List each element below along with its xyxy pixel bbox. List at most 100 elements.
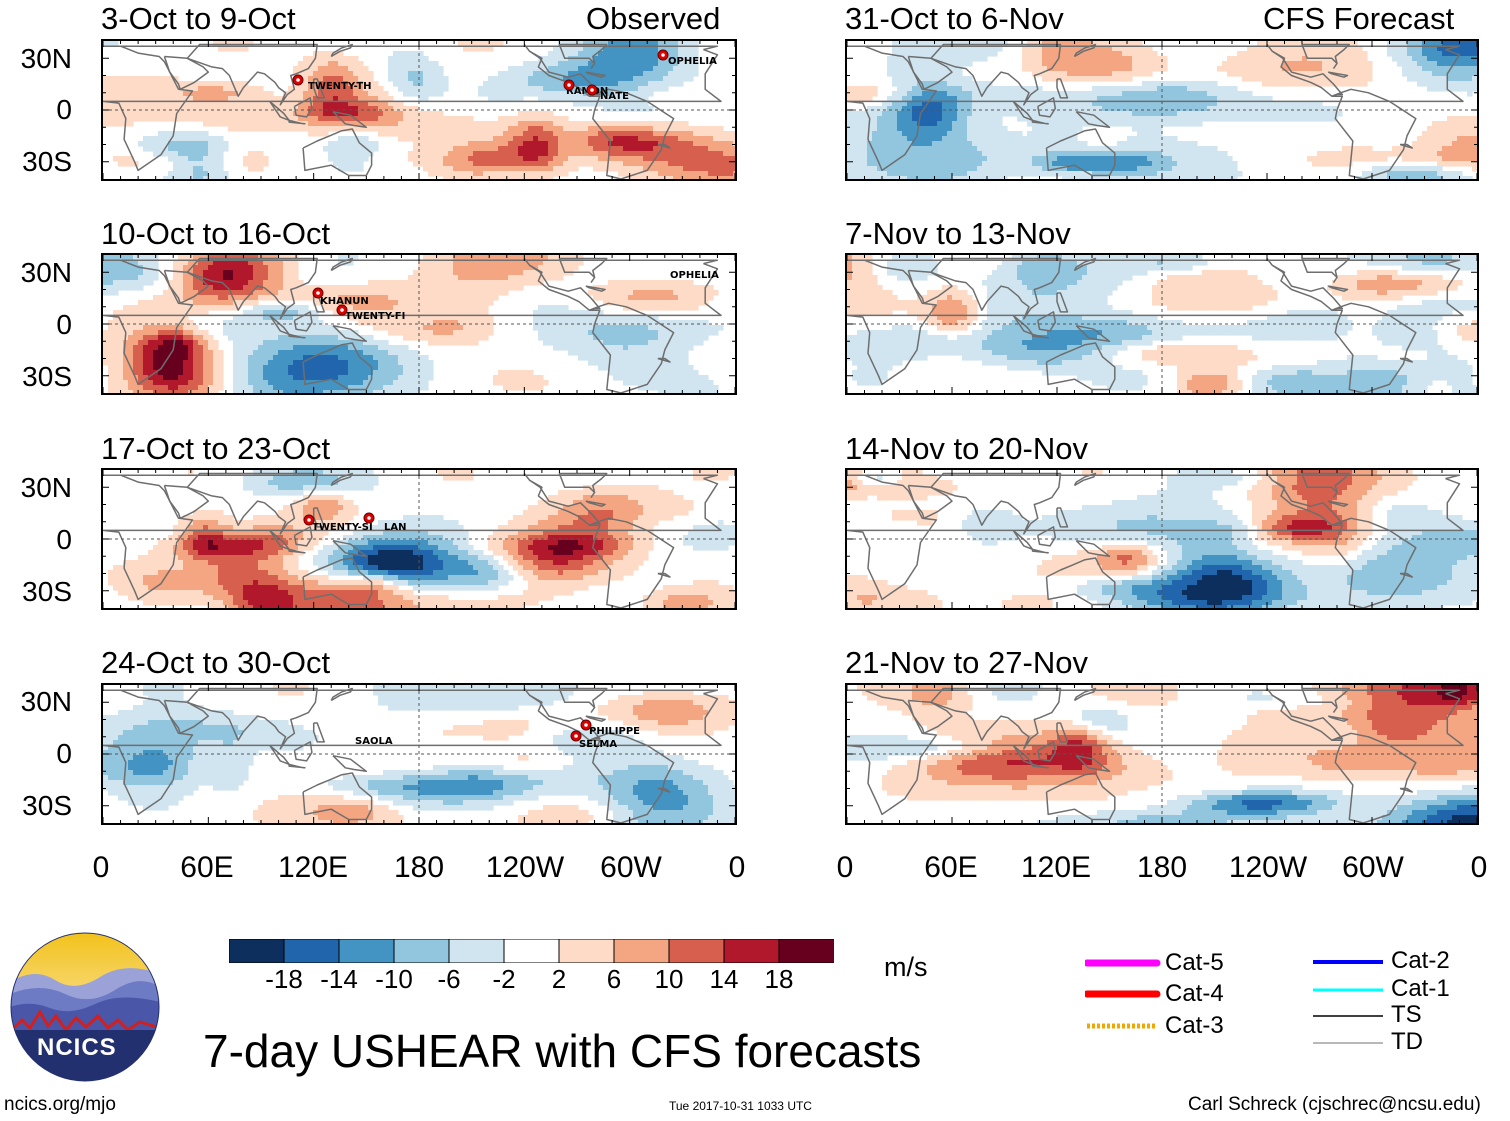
coastline (332, 324, 368, 343)
x-tick-label: 120E (277, 851, 349, 884)
coastline (558, 257, 608, 284)
coastline (163, 699, 210, 735)
colorbar-label: -14 (320, 964, 358, 994)
coastline (186, 472, 318, 535)
coastline (558, 687, 608, 714)
coastline (332, 110, 368, 129)
hurricane-icon (586, 84, 598, 96)
coastline (1031, 763, 1049, 769)
x-tick-label: 120W (1228, 851, 1308, 884)
coastline (847, 259, 1464, 386)
panel-2-title: 10-Oct to 16-Oct (101, 216, 331, 251)
coastline (163, 484, 210, 520)
x-tick-label: 180 (1136, 851, 1188, 884)
map-svg (103, 470, 735, 608)
coastline (1327, 71, 1349, 78)
colorbar-swatch (503, 939, 560, 963)
lat-label-eq: 0 (56, 524, 72, 555)
coastline (1266, 473, 1417, 608)
coastline (288, 763, 306, 769)
coastline (302, 342, 373, 391)
lat-label-30s: 30S (22, 790, 72, 821)
x-tick-label: 180 (393, 851, 445, 884)
colorbar-swatch (229, 939, 285, 963)
coastline (269, 314, 290, 336)
storm-label: SELMA (579, 739, 618, 750)
coastline (1056, 78, 1069, 99)
coastline (1037, 526, 1057, 547)
coastline (907, 269, 953, 305)
map-panel-5 (845, 39, 1479, 181)
coastline (585, 285, 606, 292)
legend-label-cat3: Cat-3 (1165, 1012, 1224, 1039)
legend-label-ts: TS (1391, 1001, 1422, 1028)
hurricane-icon (570, 730, 582, 742)
coastline (332, 754, 368, 773)
hurricane-icon (292, 74, 304, 86)
coastline (302, 557, 373, 606)
coastline (847, 474, 1464, 601)
coastline (1399, 787, 1414, 793)
coastline (657, 572, 671, 578)
storm-label: NATE (600, 91, 629, 102)
panel-5-title: 31-Oct to 6-Nov (845, 1, 1064, 36)
coastline (186, 257, 318, 320)
storm-label: TWENTY-FI (345, 311, 406, 322)
map-svg (847, 470, 1477, 608)
shear-field (103, 255, 724, 393)
coastline (585, 71, 606, 78)
colorbar-swatch (613, 939, 670, 963)
colorbar-label: 10 (654, 964, 684, 994)
map-svg (847, 685, 1477, 823)
colorbar-label: -10 (375, 964, 413, 994)
storm-label: KHANUN (320, 296, 369, 307)
storm-label: PHILIPPE (589, 726, 641, 737)
storm-label: SAOLA (355, 736, 393, 747)
colorbar-swatch (448, 939, 505, 963)
map-svg (847, 41, 1477, 179)
storm-legend (1085, 959, 1383, 1044)
coastline (930, 257, 1062, 320)
coastline (1301, 257, 1351, 284)
x-tick-label: 120E (1020, 851, 1092, 884)
coastline (907, 699, 953, 735)
coastline (1037, 311, 1057, 332)
coastline (657, 787, 671, 793)
coastlines (103, 687, 722, 823)
lat-label-30n: 30N (20, 686, 72, 717)
coastline (523, 473, 675, 608)
x-tick-label: 60W (1342, 851, 1404, 884)
main-title: 7-day USHEAR with CFS forecasts (203, 1025, 922, 1077)
coastline (1045, 557, 1116, 606)
colorbar-label: 18 (764, 964, 794, 994)
coastline (163, 269, 210, 305)
colorbar-swatch (778, 939, 834, 963)
coastline (585, 500, 606, 507)
colorbar (229, 939, 834, 963)
colorbar-label: 2 (551, 964, 567, 994)
hurricane-icon (336, 304, 348, 316)
colorbar-swatch (668, 939, 725, 963)
coastline (186, 43, 318, 106)
coastline (269, 529, 290, 551)
map-panel-2 (101, 253, 737, 395)
coastline (523, 688, 675, 823)
hurricane-icon (312, 287, 324, 299)
coastline (163, 55, 210, 91)
coastline (1327, 715, 1349, 722)
x-tick-label: 0 (836, 851, 854, 884)
legend-label-td: TD (1391, 1028, 1423, 1055)
hurricane-icon (303, 514, 315, 526)
lat-label-30n: 30N (20, 257, 72, 288)
coastline (1056, 292, 1069, 313)
hurricane-icon (563, 79, 575, 91)
coastline (293, 311, 313, 332)
coastline (288, 548, 306, 554)
storm-label: LAN (384, 522, 407, 533)
ncics-logo (10, 932, 160, 1082)
coastlines (847, 257, 1464, 393)
coastline (1031, 548, 1049, 554)
forecast-label: CFS Forecast (1263, 1, 1455, 36)
coastline (1327, 500, 1349, 507)
storm-label: TWENTY-TH (308, 81, 372, 92)
